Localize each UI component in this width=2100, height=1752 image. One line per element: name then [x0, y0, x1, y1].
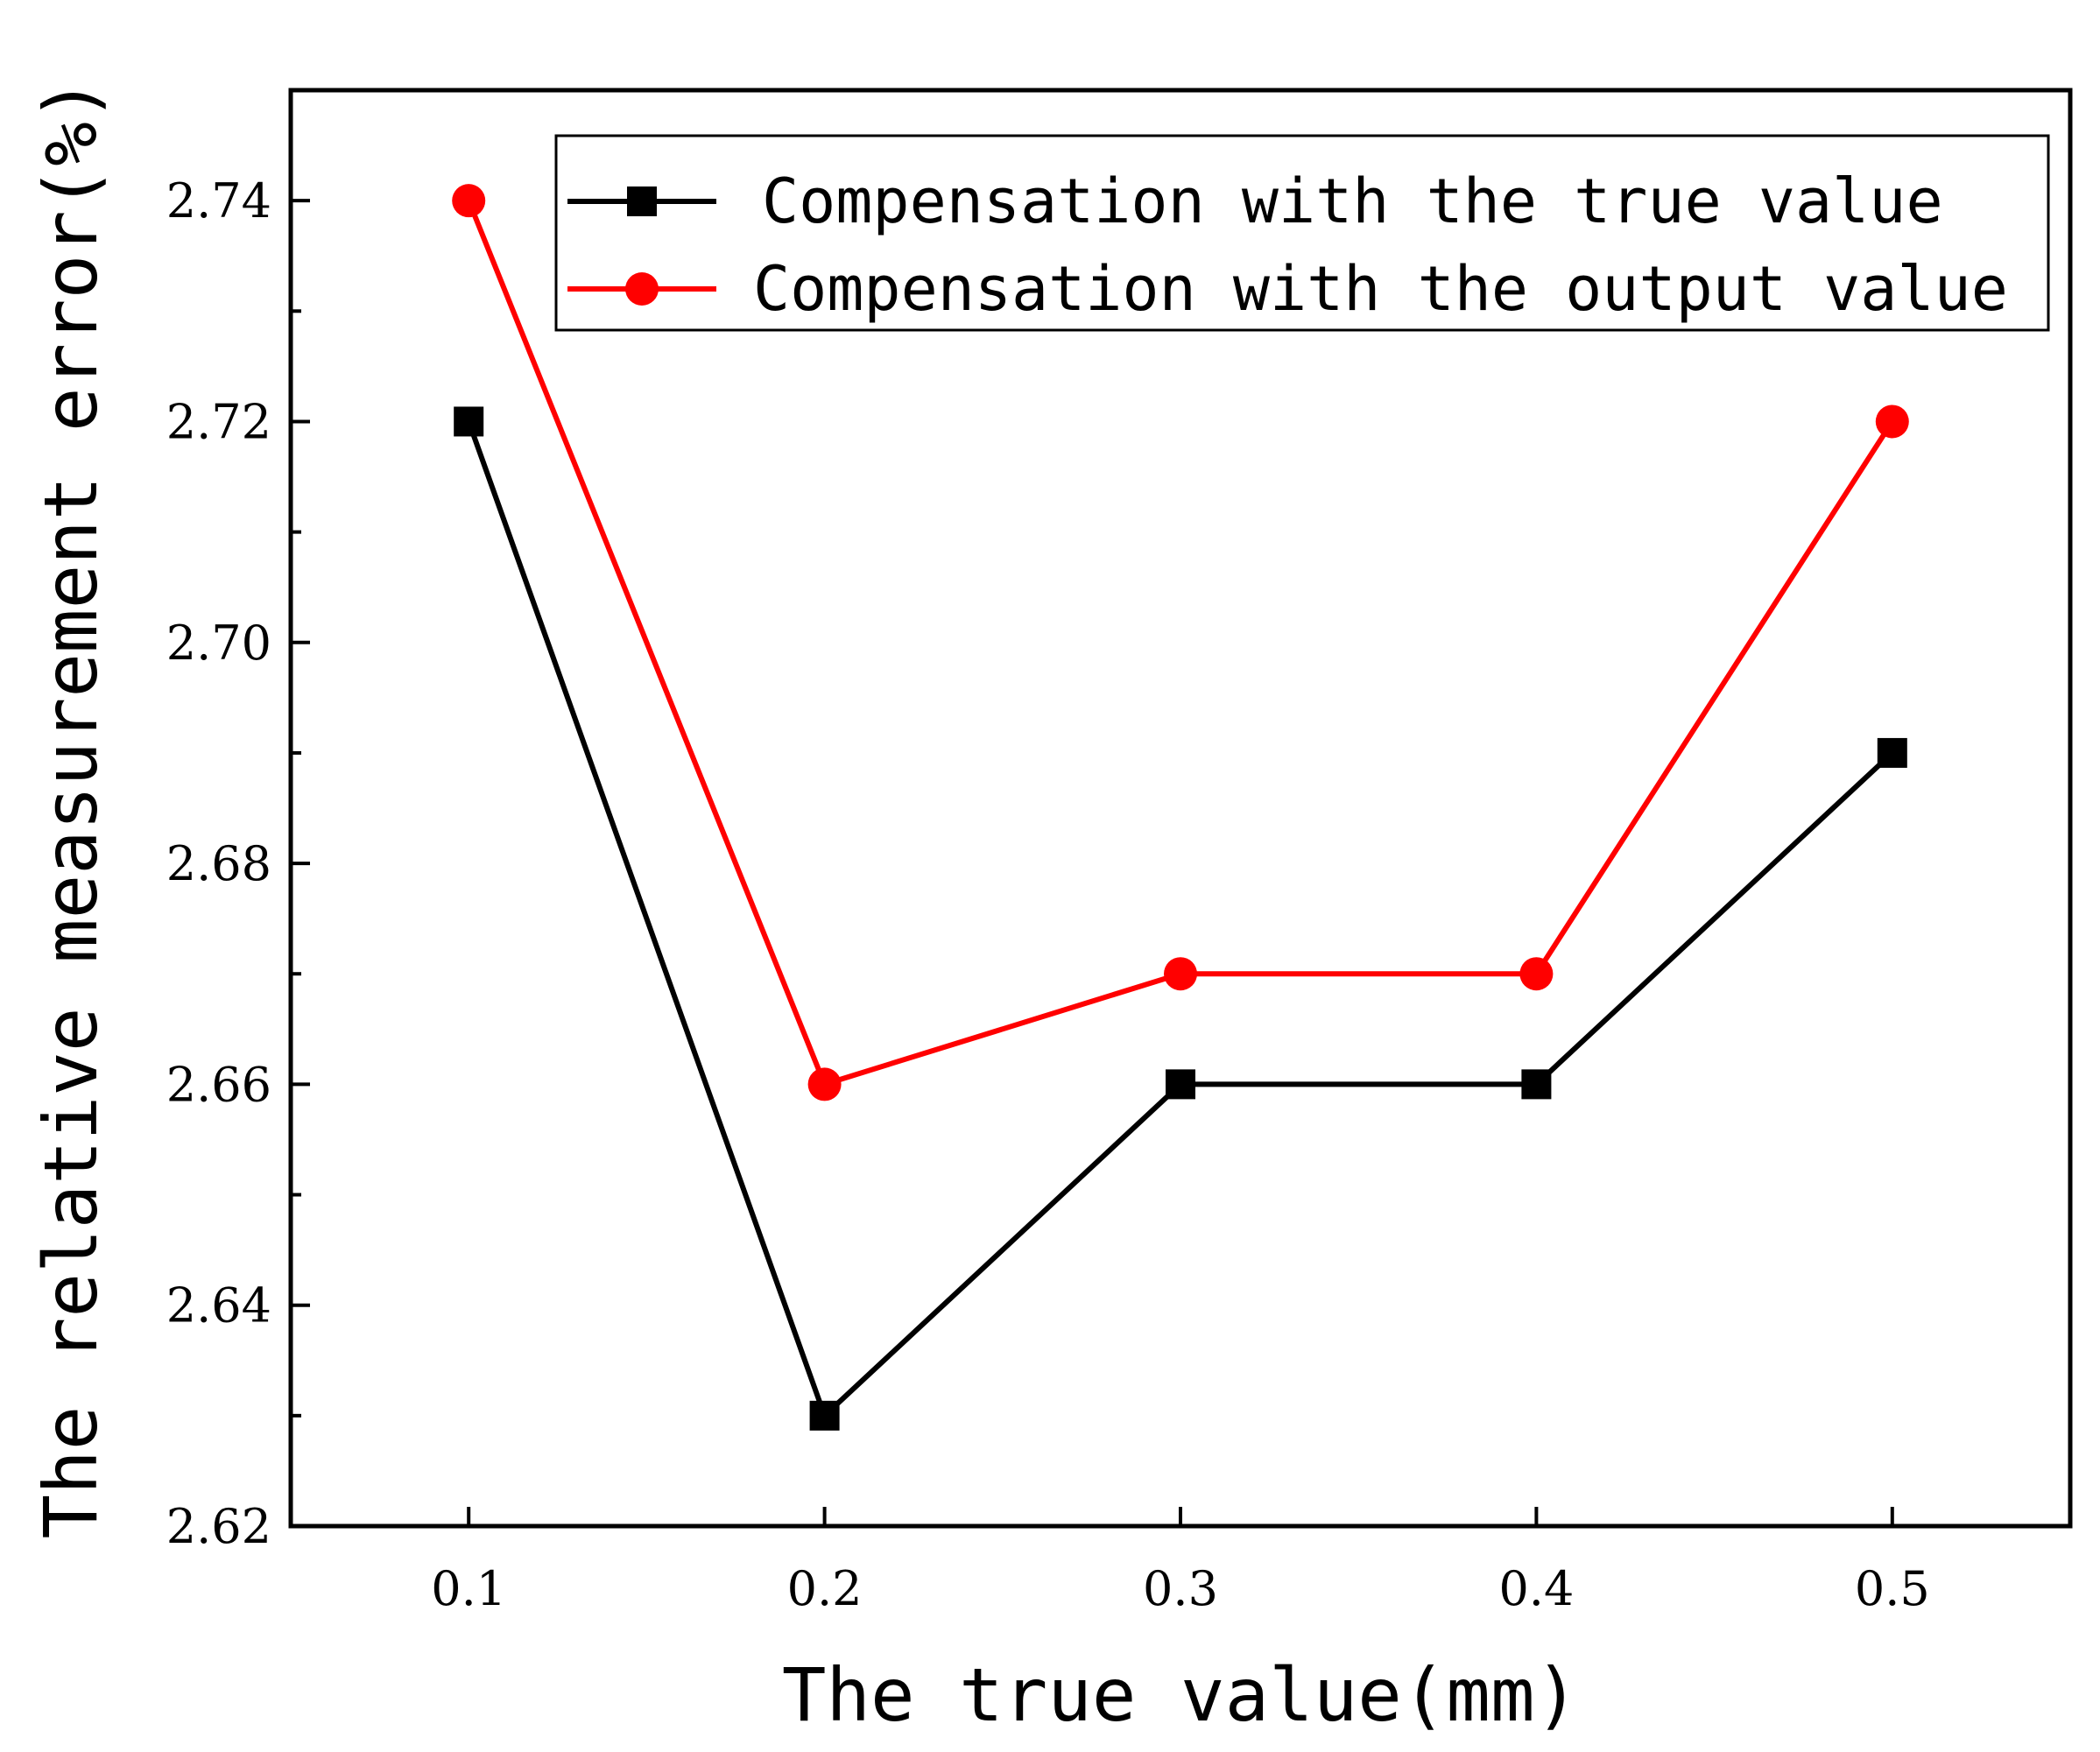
- y-tick-label: 2.64: [166, 1278, 271, 1333]
- y-tick-label: 2.62: [166, 1499, 271, 1554]
- legend-label-series-2: Compensation with the output value: [753, 253, 2008, 325]
- x-tick-label: 0.2: [787, 1561, 863, 1616]
- legend-marker-series-1: [627, 186, 657, 216]
- y-tick-label: 2.66: [166, 1057, 271, 1112]
- legend-label-series-1: Compensation with the true value: [762, 165, 1943, 237]
- x-axis-title: The true value(mm): [782, 1652, 1579, 1738]
- x-tick-label: 0.4: [1498, 1561, 1574, 1616]
- data-point-series-1: [1166, 1069, 1195, 1100]
- legend-marker-series-2: [625, 272, 659, 306]
- legend-box: [554, 134, 2050, 332]
- y-tick-label: 2.72: [166, 394, 271, 449]
- y-tick-label: 2.70: [166, 616, 271, 671]
- plot-marks: [452, 184, 1909, 1431]
- data-point-series-2: [1875, 405, 1909, 439]
- y-axis-title: The relative measurement error(%): [28, 78, 114, 1539]
- x-tick-label: 0.3: [1143, 1561, 1218, 1616]
- data-point-series-2: [1519, 957, 1554, 991]
- y-tick-label: 2.68: [166, 836, 271, 891]
- x-tick-label: 0.5: [1855, 1561, 1930, 1616]
- axes: 2.62 2.64 2.66 2.68 2.70 2.72 2.74 0.1 0.2 0.3 0.4…: [166, 88, 1930, 1616]
- data-point-series-2: [452, 184, 486, 218]
- data-point-series-1: [1521, 1069, 1552, 1100]
- data-point-series-1: [809, 1400, 840, 1431]
- legend: Compensation with the true value Compens…: [554, 134, 2050, 332]
- data-point-series-1: [1877, 737, 1907, 768]
- y-tick-label: 2.74: [166, 173, 271, 229]
- x-tick-label: 0.1: [431, 1561, 506, 1616]
- data-point-series-1: [454, 406, 484, 437]
- data-point-series-2: [807, 1067, 842, 1101]
- data-point-series-2: [1164, 957, 1197, 991]
